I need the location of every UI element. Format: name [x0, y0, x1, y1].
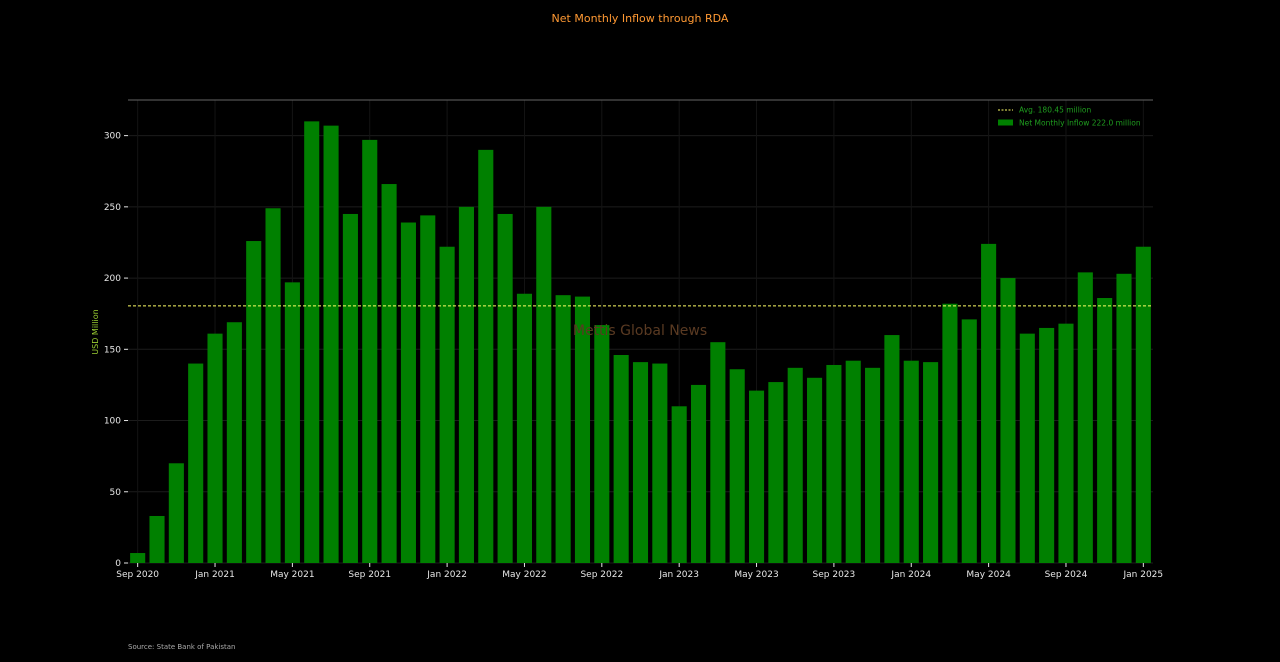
- bar-mar-2022: [478, 149, 494, 563]
- bar-oct-2024: [1077, 272, 1093, 563]
- bar-nov-2024: [1097, 298, 1113, 563]
- y-tick-label-200: 200: [104, 274, 121, 284]
- y-tick-label-50: 50: [110, 488, 122, 498]
- watermark-text: Mettis Global News: [573, 323, 707, 339]
- bar-apr-2021: [265, 208, 281, 564]
- x-tick-label-jan-2022: Jan 2022: [426, 570, 467, 580]
- x-tick-label-may-2022: May 2022: [502, 570, 546, 580]
- x-tick-label-jan-2021: Jan 2021: [194, 570, 235, 580]
- x-tick-label-sep-2020: Sep 2020: [116, 570, 159, 580]
- x-tick-label-sep-2022: Sep 2022: [580, 570, 623, 580]
- legend-bar-label: Net Monthly Inflow 222.0 million: [1019, 119, 1141, 128]
- bar-jan-2023: [671, 406, 687, 563]
- x-tick-label-jan-2024: Jan 2024: [890, 570, 931, 580]
- bar-aug-2021: [342, 213, 358, 563]
- x-tick-label-sep-2021: Sep 2021: [348, 570, 391, 580]
- bar-feb-2021: [226, 322, 242, 563]
- bar-oct-2023: [845, 360, 861, 563]
- bar-feb-2023: [690, 384, 707, 563]
- bar-mar-2023: [710, 342, 726, 563]
- bar-jan-2022: [439, 246, 455, 563]
- legend: Avg. 180.45 million Net Monthly Inflow 2…: [998, 106, 1141, 128]
- source-note: Source: State Bank of Pakistan: [128, 643, 235, 651]
- bar-nov-2020: [168, 463, 184, 563]
- bar-jul-2022: [555, 295, 571, 563]
- bar-aug-2024: [1039, 327, 1055, 563]
- x-tick-label-may-2023: May 2023: [734, 570, 778, 580]
- bar-aug-2023: [807, 377, 823, 563]
- bar-nov-2021: [400, 222, 416, 564]
- chart-title: Net Monthly Inflow through RDA: [552, 12, 729, 25]
- bar-aug-2022: [574, 296, 591, 563]
- y-axis-label: USD Million: [91, 309, 100, 354]
- bar-sep-2021: [362, 139, 378, 564]
- bar-apr-2024: [961, 319, 977, 563]
- bar-jul-2024: [1019, 333, 1035, 563]
- x-tick-label-jan-2023: Jan 2023: [658, 570, 699, 580]
- bar-sep-2022: [594, 325, 610, 563]
- y-tick-label-150: 150: [104, 345, 121, 355]
- x-tick-label-may-2024: May 2024: [966, 570, 1011, 580]
- x-tick-label-may-2021: May 2021: [270, 570, 314, 580]
- bar-jun-2021: [304, 121, 320, 563]
- bar-jul-2023: [787, 367, 803, 563]
- bar-jan-2021: [207, 333, 223, 563]
- y-tick-label-250: 250: [104, 203, 121, 213]
- bar-sep-2023: [826, 364, 842, 563]
- y-tick-label-300: 300: [104, 132, 121, 142]
- bar-may-2023: [748, 390, 765, 563]
- bar-sep-2024: [1058, 323, 1074, 563]
- bar-sep-2020: [130, 553, 146, 563]
- bar-feb-2024: [923, 362, 939, 563]
- bar-mar-2024: [942, 303, 958, 563]
- bar-oct-2020: [149, 515, 165, 563]
- legend-avg-label: Avg. 180.45 million: [1019, 106, 1092, 115]
- bar-apr-2022: [497, 213, 513, 563]
- bar-apr-2023: [729, 369, 745, 563]
- x-tick-label-sep-2024: Sep 2024: [1045, 570, 1088, 580]
- bar-dec-2022: [652, 363, 668, 563]
- bar-mar-2021: [246, 241, 262, 563]
- bars-group: [130, 121, 1151, 564]
- x-tick-label-sep-2023: Sep 2023: [813, 570, 856, 580]
- bar-feb-2022: [458, 206, 474, 563]
- legend-bar-swatch: [998, 119, 1013, 126]
- bar-nov-2023: [865, 367, 881, 563]
- y-axis-ticks: 0 50 100 150 200 250 300: [104, 132, 128, 569]
- bar-jun-2023: [768, 382, 784, 563]
- x-tick-label-jan-2025: Jan 2025: [1123, 570, 1164, 580]
- bar-dec-2024: [1116, 273, 1132, 563]
- bar-dec-2021: [420, 215, 436, 563]
- bar-may-2024: [981, 243, 997, 563]
- bar-jan-2024: [903, 360, 919, 563]
- x-axis-ticks: Sep 2020 Jan 2021 May 2021 Sep 2021 Jan 2022…: [116, 563, 1163, 580]
- bar-dec-2020: [188, 363, 204, 563]
- bar-may-2021: [284, 282, 300, 563]
- bar-jun-2022: [536, 206, 552, 563]
- bar-oct-2021: [381, 184, 397, 563]
- bar-dec-2023: [884, 335, 900, 563]
- bar-jan-2025: [1135, 246, 1151, 563]
- bar-nov-2022: [632, 362, 649, 563]
- bar-jul-2021: [323, 125, 339, 564]
- bar-jun-2024: [1000, 278, 1016, 563]
- bar-may-2022: [516, 293, 533, 563]
- y-tick-label-100: 100: [104, 417, 121, 427]
- bar-oct-2022: [613, 355, 629, 563]
- y-tick-label-0: 0: [115, 559, 121, 569]
